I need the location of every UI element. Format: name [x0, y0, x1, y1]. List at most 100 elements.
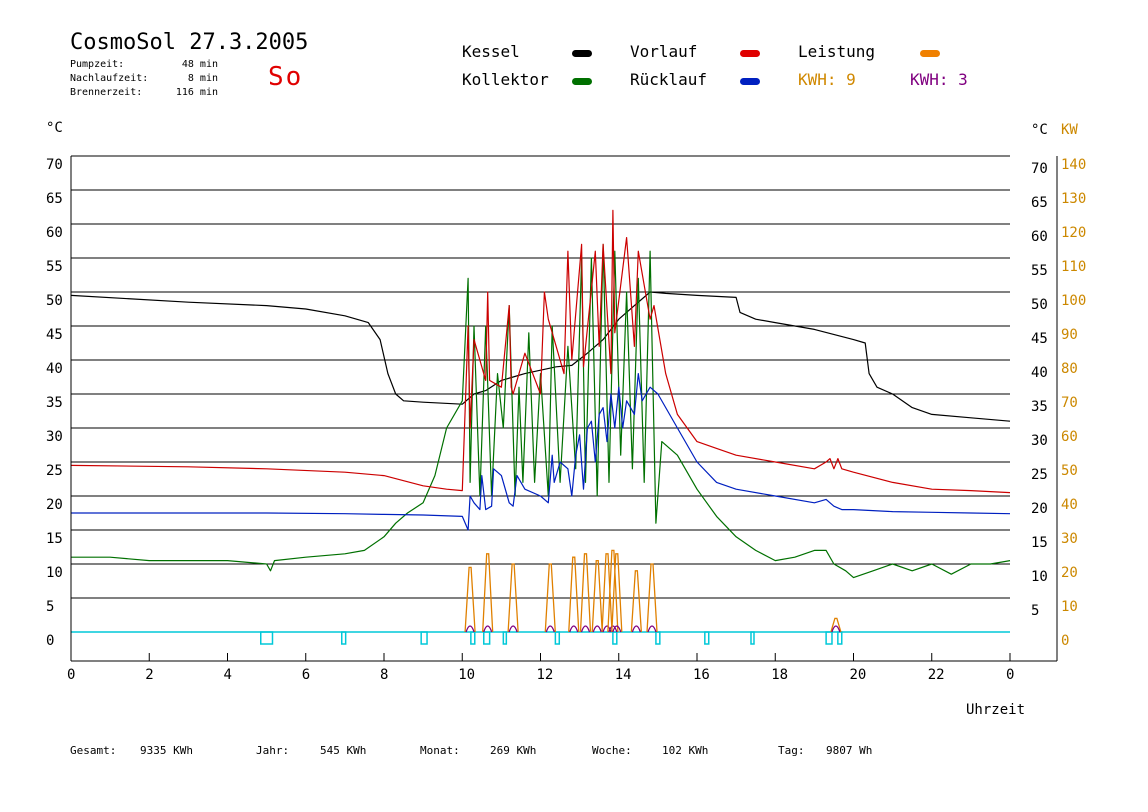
x-tick-label: 4: [224, 667, 232, 683]
power-pulse: [464, 566, 476, 633]
kwh-bump: [508, 625, 518, 633]
series-layer: [70, 209, 1011, 579]
pump-interval: [502, 631, 508, 645]
legend-kollektor-label: Kollektor: [462, 70, 549, 89]
footer-monat-value: 269 KWh: [490, 744, 537, 757]
series-ruecklauf: [71, 373, 1011, 531]
pump-interval: [483, 631, 491, 645]
power-pulse: [579, 553, 592, 633]
y2-tick-label: 40: [1061, 497, 1078, 513]
y2-tick-label: 20: [1061, 565, 1078, 581]
legend-leistung-swatch: [920, 50, 940, 57]
power-pulse: [568, 556, 580, 633]
y2-tick-label: 100: [1061, 293, 1086, 309]
chart-title: CosmoSol 27.3.2005: [70, 30, 309, 55]
legend-kwh-purple: KWH: 3: [910, 70, 968, 89]
legend-vorlauf-label: Vorlauf: [630, 42, 698, 61]
kwh-bump: [569, 625, 579, 633]
x-tick-label: 0: [1006, 667, 1014, 683]
stat-nachlaufzeit-label: Nachlaufzeit:: [70, 73, 149, 84]
x-tick-label: 20: [850, 667, 867, 683]
footer-woche-value: 102 KWh: [662, 744, 709, 757]
stat-brennerzeit-label: Brennerzeit:: [70, 87, 143, 98]
y-tick-label-left: 5: [46, 599, 54, 615]
y-tick-label-left: 15: [46, 531, 63, 547]
power-pulse: [611, 553, 623, 633]
pump-interval: [704, 631, 710, 645]
x-tick-label: 14: [615, 667, 632, 683]
kwh-bump: [465, 625, 475, 633]
y-tick-label-left: 25: [46, 463, 63, 479]
kwh-bump: [602, 625, 612, 633]
y-tick-label-left: 10: [46, 565, 63, 581]
power-pulse: [630, 570, 643, 633]
kwh-bump: [580, 625, 591, 633]
power-pulse: [646, 563, 658, 633]
y2-tick-label: 10: [1061, 599, 1078, 615]
y-tick-label-right: 45: [1031, 331, 1048, 347]
legend-ruecklauf-label: Rücklauf: [630, 70, 708, 89]
y2-tick-label: 70: [1061, 395, 1078, 411]
y-tick-label-right: 10: [1031, 569, 1048, 585]
y-tick-label-right: 35: [1031, 399, 1048, 415]
power-pulse: [544, 563, 556, 633]
y-tick-label-left: 0: [46, 633, 54, 649]
series-vorlauf: [70, 209, 1011, 494]
kwh-bump: [831, 625, 841, 633]
grid-layer: [71, 155, 1010, 599]
legend-kessel-label: Kessel: [462, 42, 520, 61]
y2-tick-label: 30: [1061, 531, 1078, 547]
stat-pumpzeit-value: 48 min: [181, 59, 218, 70]
x-tick-label: 6: [302, 667, 310, 683]
kwh-bump: [545, 625, 555, 633]
pump-interval: [825, 631, 833, 645]
stat-pumpzeit-label: Pumpzeit:: [70, 59, 125, 70]
y-tick-label-left: 55: [46, 259, 63, 275]
x-tick-label: 10: [458, 667, 475, 683]
pump-layer: [71, 631, 1010, 645]
power-pulse: [591, 559, 603, 633]
legend-leistung-label: Leistung: [798, 42, 876, 61]
y-tick-label-right: 20: [1031, 501, 1048, 517]
y-tick-label-right: 60: [1031, 229, 1048, 245]
y2-tick-label: 120: [1061, 225, 1086, 241]
power-layer: [464, 549, 842, 633]
pump-interval: [340, 631, 347, 645]
footer-tag-label: Tag:: [778, 744, 805, 757]
y2-tick-label: 50: [1061, 463, 1078, 479]
legend-ruecklauf-swatch: [740, 78, 760, 85]
footer-monat-label: Monat:: [420, 744, 460, 757]
y-tick-label-right: 50: [1031, 297, 1048, 313]
kwh-bump: [483, 625, 493, 633]
y2-unit-right: KW: [1061, 122, 1078, 138]
y-tick-label-left: 45: [46, 327, 63, 343]
power-pulse: [482, 553, 494, 633]
kwh-bump: [631, 625, 641, 633]
x-tick-label: 12: [537, 667, 554, 683]
x-axis-label: Uhrzeit: [966, 702, 1025, 718]
y-tick-label-left: 60: [46, 225, 63, 241]
y-tick-label-right: 55: [1031, 263, 1048, 279]
y-tick-label-left: 35: [46, 395, 63, 411]
footer-jahr-label: Jahr:: [256, 744, 290, 757]
y-tick-label-left: 20: [46, 497, 63, 513]
power-pulse: [507, 563, 519, 633]
y-tick-label-right: 40: [1031, 365, 1048, 381]
footer-jahr-value: 545 KWh: [320, 744, 367, 757]
footer-gesamt-label: Gesamt:: [70, 744, 117, 757]
y-tick-label-right: 5: [1031, 603, 1039, 619]
pump-interval: [260, 631, 274, 645]
x-tick-label: 16: [693, 667, 710, 683]
kwh-bump: [592, 625, 602, 633]
y2-tick-label: 130: [1061, 191, 1086, 207]
y2-tick-label: 90: [1061, 327, 1078, 343]
y-tick-label-right: 15: [1031, 535, 1048, 551]
stat-brennerzeit-value: 116 min: [175, 87, 218, 98]
series-kollektor: [71, 243, 1011, 579]
pump-interval: [655, 631, 661, 645]
pump-interval: [612, 631, 618, 645]
y-tick-label-left: 30: [46, 429, 63, 445]
power-pulse: [607, 549, 619, 633]
y2-tick-label: 80: [1061, 361, 1078, 377]
